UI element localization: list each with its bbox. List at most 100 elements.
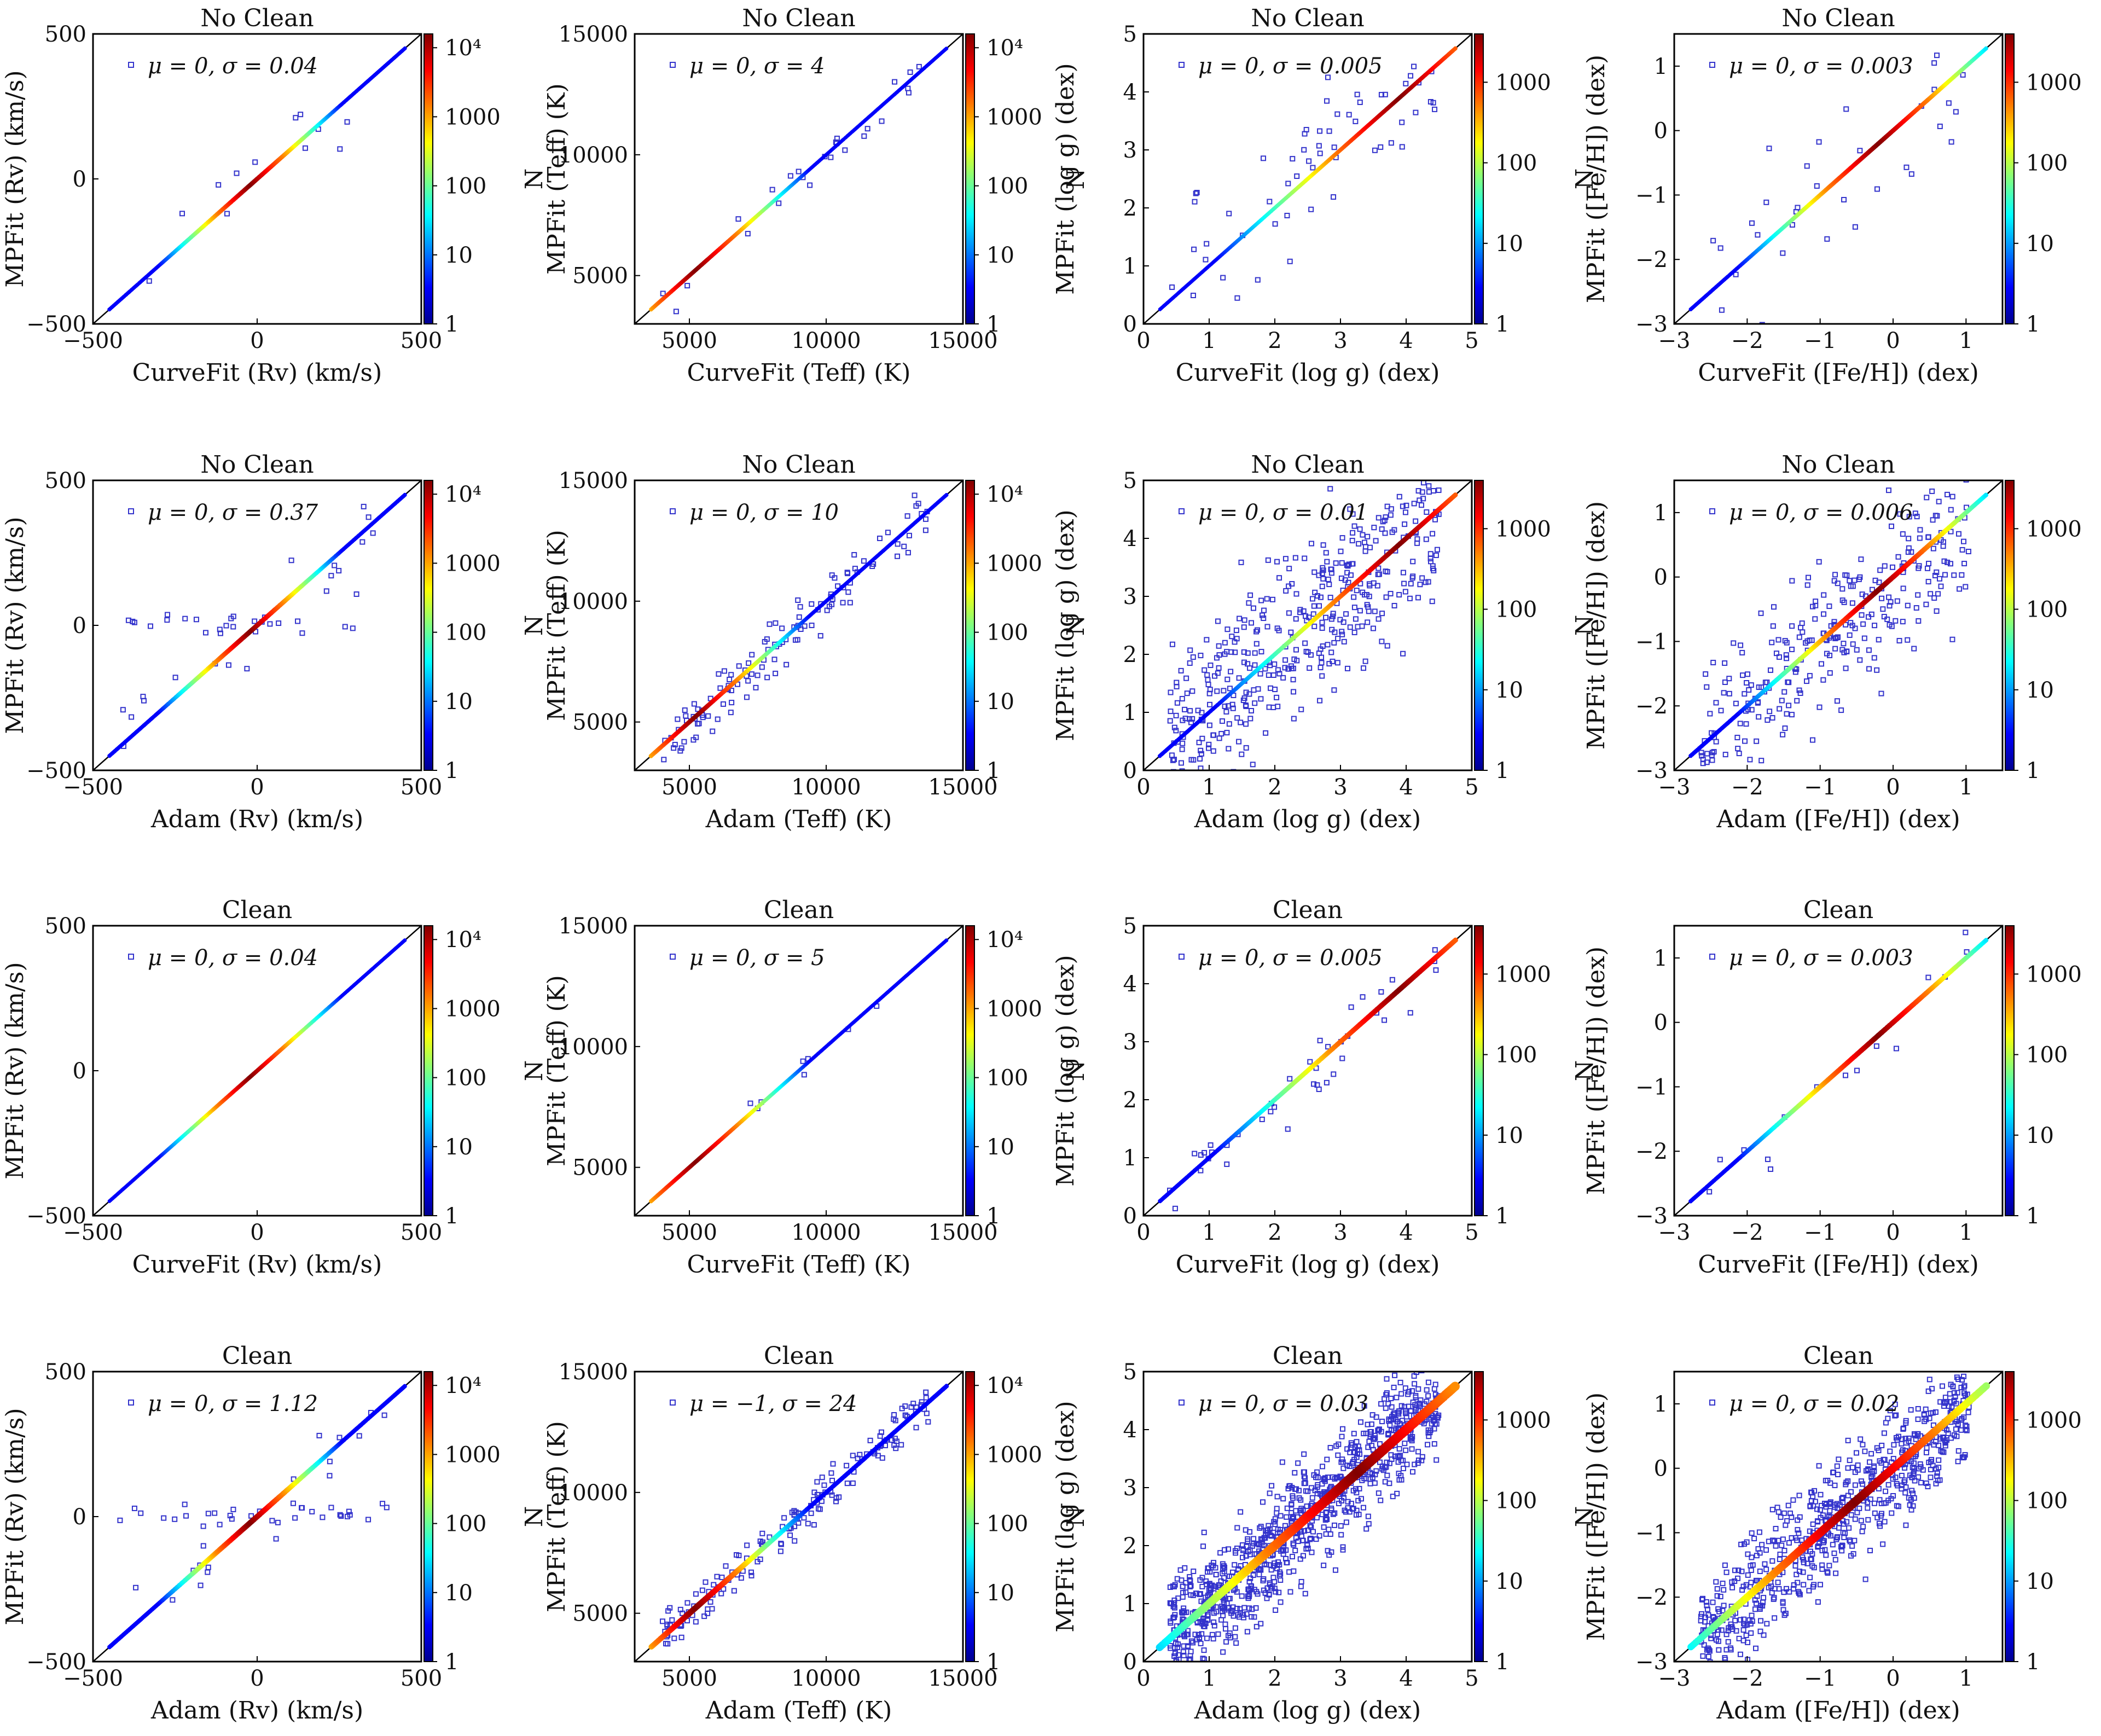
scatter-point (783, 661, 790, 667)
scatter-point (172, 675, 178, 681)
x-tick-label: 5 (1465, 1220, 1478, 1245)
scatter-point (1310, 165, 1316, 171)
scatter-point (1255, 627, 1261, 633)
scatter-point (1926, 560, 1932, 566)
scatter-point (1911, 646, 1917, 652)
scatter-point (721, 668, 727, 674)
scatter-point (1869, 587, 1875, 593)
scatter-point (1814, 183, 1820, 189)
scatter-point (205, 1569, 211, 1575)
y-tick-label: 10000 (559, 1035, 628, 1060)
scatter-point (1925, 974, 1931, 980)
scatter-point (1356, 541, 1362, 547)
x-tick-label: −1 (1804, 1220, 1836, 1245)
scatter-point (1948, 139, 1954, 145)
colorbar (965, 33, 975, 324)
scatter-point (795, 597, 801, 603)
scatter-point (1241, 617, 1247, 623)
scatter-point (796, 169, 802, 175)
scatter-point (1360, 994, 1366, 1000)
scatter-point (1316, 143, 1322, 149)
scatter-point (244, 666, 250, 672)
x-tick-label: 500 (401, 775, 442, 800)
scatter-point (290, 1500, 296, 1506)
scatter-point (1838, 707, 1844, 713)
scatter-point (1198, 1168, 1204, 1174)
scatter-point (1925, 579, 1931, 585)
scatter-point (1353, 616, 1359, 622)
y-tick-label: 0 (1654, 119, 1668, 144)
scatter-point (1709, 757, 1715, 763)
scatter-point (901, 543, 907, 549)
scatter-point (1960, 72, 1966, 78)
y-axis-label: MPFit ([Fe/H]) (dex) (1582, 501, 1610, 750)
scatter-point (1965, 549, 1971, 555)
scatter-point (1297, 607, 1303, 613)
scatter-point (1876, 637, 1882, 643)
density-point (1983, 938, 1989, 943)
scatter-point (161, 1515, 167, 1521)
scatter-point (1903, 164, 1910, 170)
scatter-point (234, 170, 240, 176)
colorbar-tick-label: 10 (1495, 678, 1523, 703)
scatter-point (1274, 694, 1280, 700)
colorbar-tick-label: 100 (1495, 1043, 1537, 1068)
scatter-point (276, 620, 282, 626)
scatter-point (916, 63, 922, 69)
scatter-point (1245, 650, 1251, 656)
scatter-point (1771, 604, 1777, 610)
scatter-point (835, 583, 841, 589)
scatter-point (1219, 718, 1225, 724)
scatter-point (1168, 709, 1174, 715)
scatter-point (1765, 717, 1771, 723)
scatter-point (293, 115, 299, 121)
scatter-point (1339, 535, 1345, 541)
scatter-point (1351, 629, 1357, 635)
scatter-point (1282, 556, 1289, 562)
scatter-point (1792, 669, 1798, 675)
scatter-point (1781, 689, 1787, 695)
scatter-point (1780, 250, 1786, 256)
scatter-point (1426, 483, 1432, 489)
y-tick-label: 500 (45, 914, 86, 939)
scatter-point (1427, 559, 1433, 565)
scatter-point (1303, 613, 1309, 619)
y-axis-label: MPFit (log g) (dex) (1052, 509, 1079, 741)
scatter-point (1270, 704, 1276, 710)
legend-marker (670, 954, 676, 960)
scatter-point (1317, 150, 1323, 156)
scatter-point (1224, 626, 1231, 632)
y-tick-label: −500 (26, 1650, 86, 1675)
panel-title: No Clean (1781, 451, 1895, 479)
scatter-point (1719, 307, 1725, 313)
scatter-point (1270, 672, 1276, 678)
x-tick-label: −500 (63, 1666, 123, 1691)
scatter-point (1286, 610, 1292, 616)
density-point (944, 938, 949, 943)
scatter-point (1204, 672, 1210, 678)
scatter-point (1357, 526, 1363, 532)
colorbar-tick-label: 10⁴ (986, 927, 1023, 953)
colorbar-tick-label: 10 (986, 689, 1014, 715)
scatter-point (1882, 563, 1888, 569)
colorbar-label: N (520, 615, 548, 636)
scatter-point (345, 1513, 351, 1519)
scatter-point (350, 625, 356, 631)
scatter-point (1250, 762, 1256, 768)
scatter-point (1807, 673, 1813, 679)
scatter-point (1782, 725, 1788, 731)
scatter-point (1192, 1151, 1198, 1157)
scatter-point (1844, 572, 1850, 578)
scatter-point (1198, 653, 1204, 659)
scatter-point (1342, 577, 1348, 583)
x-axis-label: CurveFit (log g) (dex) (1176, 359, 1440, 387)
colorbar-tick-label: 1000 (1495, 70, 1551, 95)
y-tick-label: 1 (1123, 1146, 1137, 1171)
scatter-point (1241, 624, 1247, 630)
scatter-point (224, 211, 230, 217)
scatter-point (1178, 667, 1184, 674)
scatter-point (1930, 517, 1936, 523)
y-tick-label: 15000 (559, 22, 628, 47)
x-tick-label: 0 (250, 1220, 264, 1245)
